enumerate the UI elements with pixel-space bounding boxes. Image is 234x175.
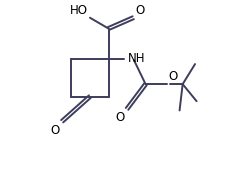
Text: O: O (168, 70, 177, 83)
Text: O: O (51, 124, 60, 136)
Text: NH: NH (128, 52, 145, 65)
Text: O: O (135, 4, 145, 17)
Text: O: O (115, 111, 125, 124)
Text: HO: HO (70, 4, 88, 17)
